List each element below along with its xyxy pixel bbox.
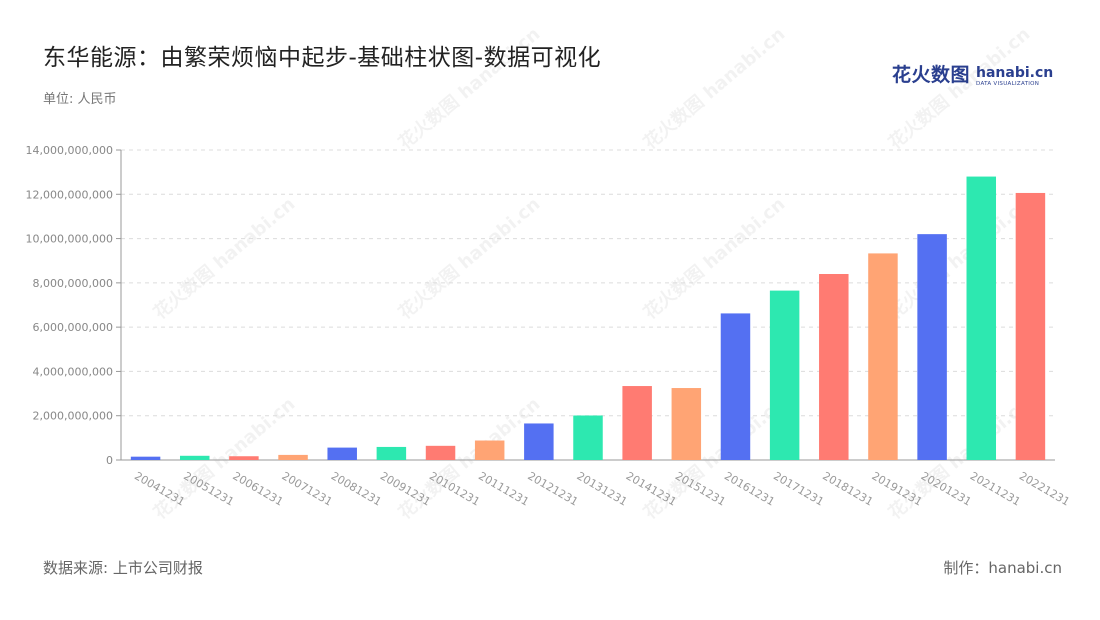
bar[interactable]: [376, 446, 407, 460]
bar[interactable]: [327, 447, 357, 460]
bars-layer: [130, 176, 1046, 461]
x-tick-label: 20161231: [722, 469, 777, 508]
brand-logo: 花火数图 hanabi.cn DATA VISUALIZATION: [892, 60, 1053, 87]
bar[interactable]: [917, 234, 947, 460]
bar[interactable]: [524, 423, 554, 460]
grid-layer: [121, 149, 1055, 417]
watermark-text: 花火数图 hanabi.cn: [394, 23, 544, 154]
watermark-text: 花火数图 hanabi.cn: [884, 193, 1034, 324]
x-tick-label: 20121231: [525, 469, 580, 508]
bar[interactable]: [425, 445, 456, 460]
x-tick-label: 20211231: [968, 469, 1023, 508]
bar[interactable]: [622, 386, 652, 460]
y-tick-label: 2,000,000,000: [33, 410, 113, 423]
bar[interactable]: [130, 456, 161, 460]
logo-en-block: hanabi.cn DATA VISUALIZATION: [976, 66, 1053, 88]
watermark-text: 花火数图 hanabi.cn: [884, 23, 1034, 154]
bar[interactable]: [229, 456, 259, 460]
y-tick-label: 4,000,000,000: [33, 365, 113, 378]
x-tick-label: 20181231: [820, 469, 875, 508]
y-tick-label: 6,000,000,000: [33, 321, 113, 334]
y-tick-label: 10,000,000,000: [26, 233, 113, 246]
x-tick-label: 20131231: [575, 469, 630, 508]
logo-en-text: hanabi.cn: [976, 64, 1054, 81]
bar[interactable]: [966, 176, 997, 461]
x-tick-label: 20111231: [476, 469, 531, 508]
x-tick-label: 20081231: [329, 469, 384, 508]
logo-cn-text: 花火数图: [892, 64, 971, 86]
logo-sub-text: DATA VISUALIZATION: [976, 80, 1040, 87]
unit-label: 单位: 人民币: [43, 92, 117, 107]
y-tick-label: 8,000,000,000: [33, 277, 113, 290]
watermark-text: 花火数图 hanabi.cn: [394, 193, 544, 324]
watermark-text: 花火数图 hanabi.cn: [639, 23, 789, 154]
y-tick-label: 14,000,000,000: [26, 144, 113, 157]
x-tick-label: 20071231: [280, 469, 335, 508]
bar[interactable]: [278, 454, 308, 460]
y-tick-label: 0: [106, 454, 113, 467]
bar[interactable]: [573, 415, 603, 460]
x-tick-label: 20171231: [771, 469, 826, 508]
watermark-text: 花火数图 hanabi.cn: [149, 193, 299, 324]
bar[interactable]: [819, 274, 849, 460]
watermark-text: 花火数图 hanabi.cn: [639, 193, 789, 324]
bar[interactable]: [1015, 192, 1046, 460]
chart-title: 东华能源：由繁荣烦恼中起步-基础柱状图-数据可视化: [43, 45, 602, 71]
y-tick-label: 12,000,000,000: [26, 188, 113, 201]
data-source: 数据来源: 上市公司财报: [43, 559, 203, 577]
bar[interactable]: [720, 313, 751, 460]
credit-label: 制作：hanabi.cn: [943, 559, 1062, 577]
x-tick-label: 20221231: [1017, 469, 1072, 508]
bar[interactable]: [474, 440, 505, 460]
bar[interactable]: [179, 455, 210, 460]
bar[interactable]: [671, 388, 702, 460]
y-axis: 0 2,000,000,000 4,000,000,000 6,000,000,000…: [26, 144, 1055, 467]
bar[interactable]: [868, 253, 898, 460]
x-tick-label: 20061231: [230, 469, 285, 508]
bar[interactable]: [769, 290, 800, 460]
